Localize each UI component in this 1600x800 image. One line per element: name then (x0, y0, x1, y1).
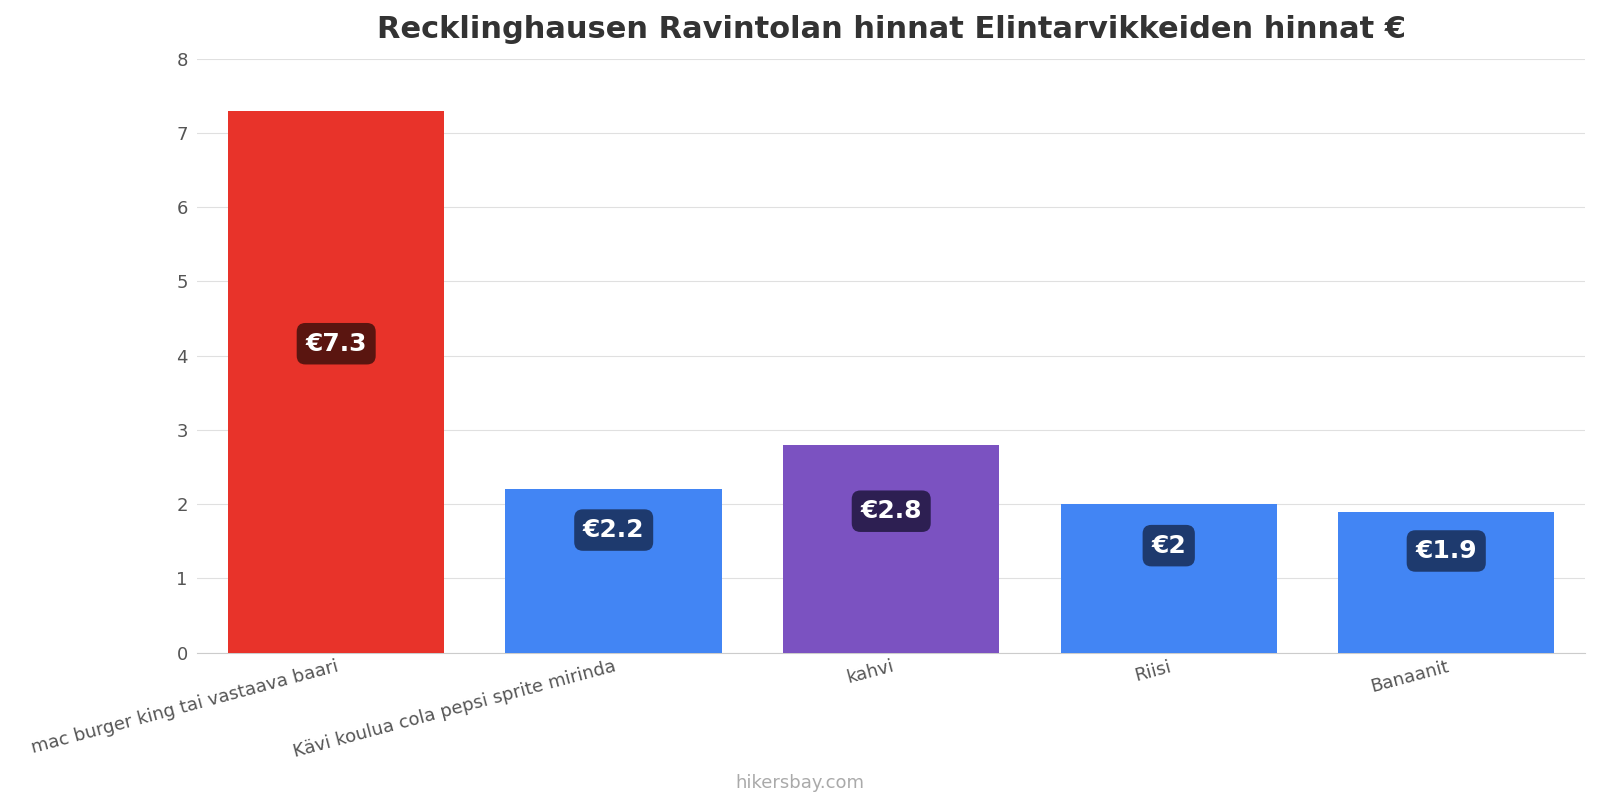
Text: €2: €2 (1152, 534, 1186, 558)
Bar (1061, 504, 1277, 653)
Bar (227, 110, 445, 653)
Text: €2.2: €2.2 (582, 518, 645, 542)
Text: €1.9: €1.9 (1416, 539, 1477, 563)
Text: hikersbay.com: hikersbay.com (736, 774, 864, 792)
Title: Recklinghausen Ravintolan hinnat Elintarvikkeiden hinnat €: Recklinghausen Ravintolan hinnat Elintar… (376, 15, 1406, 44)
Bar (506, 490, 722, 653)
Text: €7.3: €7.3 (306, 332, 366, 356)
Bar (782, 445, 1000, 653)
Text: €2.8: €2.8 (861, 499, 922, 523)
Bar (1338, 511, 1555, 653)
